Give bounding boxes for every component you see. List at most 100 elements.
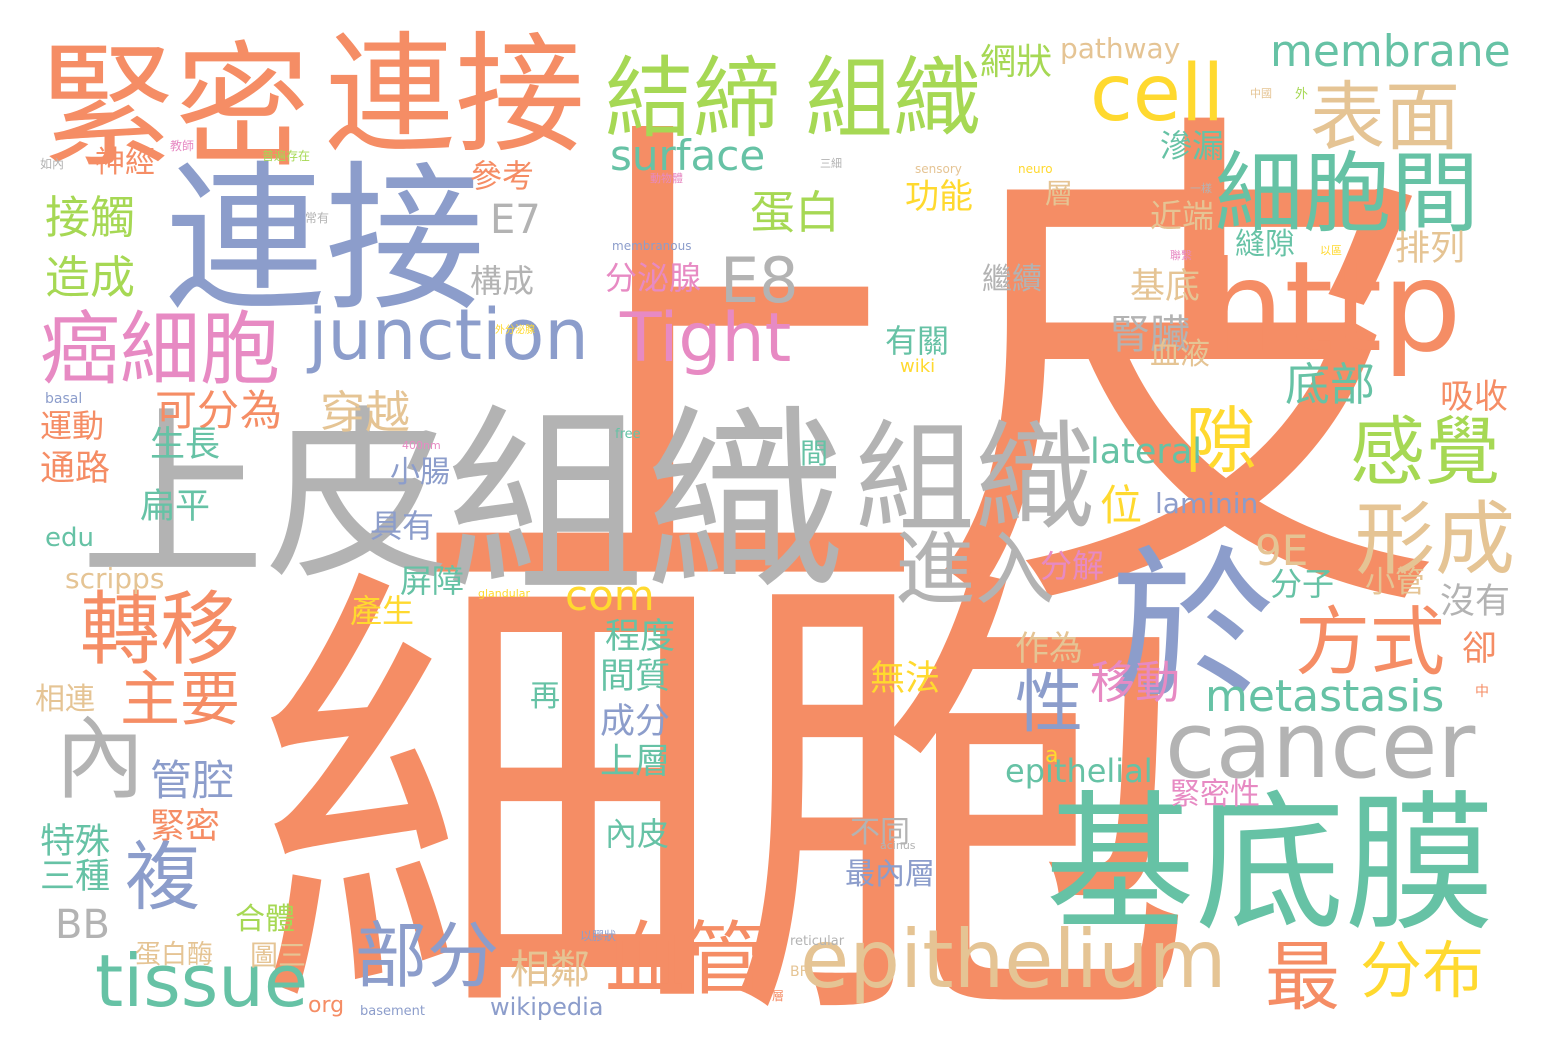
cloud-word: 位	[1100, 481, 1143, 530]
cloud-word: 基底膜	[1045, 778, 1496, 952]
cloud-word: 分泌腺	[605, 259, 702, 297]
cloud-word: 小腸	[390, 455, 450, 490]
cloud-word: tissue	[95, 939, 309, 1023]
cloud-word: 不同	[850, 815, 910, 850]
cloud-word: 運動	[40, 407, 105, 445]
cloud-word: basement	[360, 1004, 425, 1019]
cloud-word: 緊密	[150, 807, 221, 847]
cloud-word: 基底	[1130, 267, 1201, 307]
cloud-word: 以膠狀	[580, 929, 617, 943]
cloud-word: a	[1045, 743, 1059, 768]
cloud-word: Tight	[620, 299, 792, 378]
cloud-word: 連接	[165, 146, 486, 333]
cloud-word: 為	[240, 386, 283, 435]
cloud-word: membranous	[612, 239, 692, 253]
cloud-word: 網狀	[980, 42, 1053, 83]
cloud-word: 功能	[905, 177, 973, 217]
cloud-word: 移動	[1090, 656, 1181, 709]
cloud-word: 扁平	[140, 487, 211, 527]
cloud-word: edu	[45, 523, 94, 553]
cloud-word: 接觸	[45, 191, 136, 244]
cloud-word: 圖三	[250, 939, 307, 972]
cloud-word: 形成	[1355, 493, 1515, 586]
cloud-word: 繼續	[982, 262, 1042, 297]
cloud-word: E7	[490, 197, 541, 243]
cloud-word: wikipedia	[490, 993, 604, 1021]
cloud-word: 感覺	[1350, 408, 1501, 496]
cloud-word: BF	[790, 964, 808, 980]
cloud-word: 近端	[1150, 197, 1215, 235]
cloud-word: 內皮	[605, 815, 670, 853]
cloud-word: scripps	[65, 562, 165, 595]
cloud-word: 連接	[325, 19, 586, 171]
cloud-word: 吸收	[1440, 377, 1508, 417]
cloud-word: 間	[800, 437, 829, 470]
cloud-word: 動物體	[650, 172, 683, 185]
cloud-word: 縫隙	[1235, 227, 1295, 262]
cloud-word: 相鄰	[510, 947, 590, 993]
cloud-word: 緊密	[40, 29, 310, 186]
cloud-word: 以區	[1320, 244, 1342, 257]
cloud-word: metastasis	[1205, 671, 1445, 722]
cloud-word: 產生	[350, 592, 415, 630]
cloud-word: 主要	[120, 665, 240, 735]
cloud-word: 再	[530, 679, 560, 714]
cloud-word: 滲漏	[1160, 127, 1225, 165]
cloud-word: 有關	[885, 322, 950, 360]
cloud-word: basal	[45, 391, 83, 407]
cloud-word: 分布	[1360, 934, 1485, 1007]
cloud-word: E8	[720, 244, 799, 317]
cloud-word: 作為	[1015, 629, 1083, 669]
cloud-word: 性	[1015, 664, 1084, 743]
cloud-word: 最內層	[845, 857, 935, 892]
cloud-word: 生長	[150, 425, 221, 465]
cloud-word: 構成	[470, 262, 535, 300]
cloud-word: 細胞	[255, 531, 1195, 1052]
cloud-word: 底部	[1285, 358, 1376, 411]
cloud-word: 參考	[470, 157, 535, 195]
cloud-word: 進入	[895, 523, 1055, 616]
cloud-word: 具有	[370, 507, 435, 545]
cloud-word: com	[565, 571, 655, 620]
cloud-word: 組織	[445, 388, 846, 621]
cloud-word: 最	[1265, 933, 1341, 1021]
cloud-word: surface	[610, 131, 766, 180]
cloud-word: 相連	[35, 682, 95, 717]
cloud-word: 屏障	[400, 562, 465, 600]
cloud-word: 上層	[600, 742, 671, 782]
cloud-word: 轉移	[80, 583, 240, 676]
cloud-word: cancer	[1165, 692, 1476, 799]
cloud-word: 蛋白	[750, 186, 841, 239]
cloud-word: 複	[125, 833, 201, 921]
cloud-word: wiki	[900, 356, 936, 377]
cloud-word: 如內	[40, 157, 65, 171]
cloud-word: 腎臟	[1110, 312, 1190, 358]
cloud-word: 穿越	[320, 386, 411, 439]
cloud-word: 中國	[1250, 87, 1272, 100]
cloud-word: 分解	[1040, 547, 1105, 585]
cloud-word: 可分	[155, 386, 240, 435]
cloud-word: 隙	[1185, 399, 1258, 483]
cloud-word: 間質	[600, 657, 671, 697]
cloud-word: 造成	[45, 251, 136, 304]
cloud-word: 表面	[1310, 73, 1461, 161]
cloud-word: 上皮	[80, 389, 450, 605]
cloud-word: pathway	[1060, 32, 1181, 65]
cloud-word: 一層	[760, 989, 785, 1003]
cloud-word: 成分	[600, 702, 671, 742]
cloud-word: 卻	[1462, 629, 1498, 669]
cloud-word: free	[615, 427, 641, 442]
cloud-word: cell	[1090, 49, 1225, 139]
cloud-word: 癌細胞	[40, 303, 280, 396]
cloud-word: BB	[55, 902, 110, 948]
cloud-word: 三細	[820, 157, 842, 170]
cloud-word: 沒有	[1440, 582, 1511, 622]
cloud-word: 結締	[605, 47, 782, 150]
cloud-word: 外分泌腺	[495, 325, 535, 336]
cloud-word: 9E	[1255, 526, 1309, 575]
cloud-word: http	[1205, 235, 1462, 380]
cloud-word: 聯繫	[1170, 249, 1192, 262]
cloud-word: 組織	[855, 410, 1095, 549]
cloud-word: 部分	[355, 914, 500, 998]
